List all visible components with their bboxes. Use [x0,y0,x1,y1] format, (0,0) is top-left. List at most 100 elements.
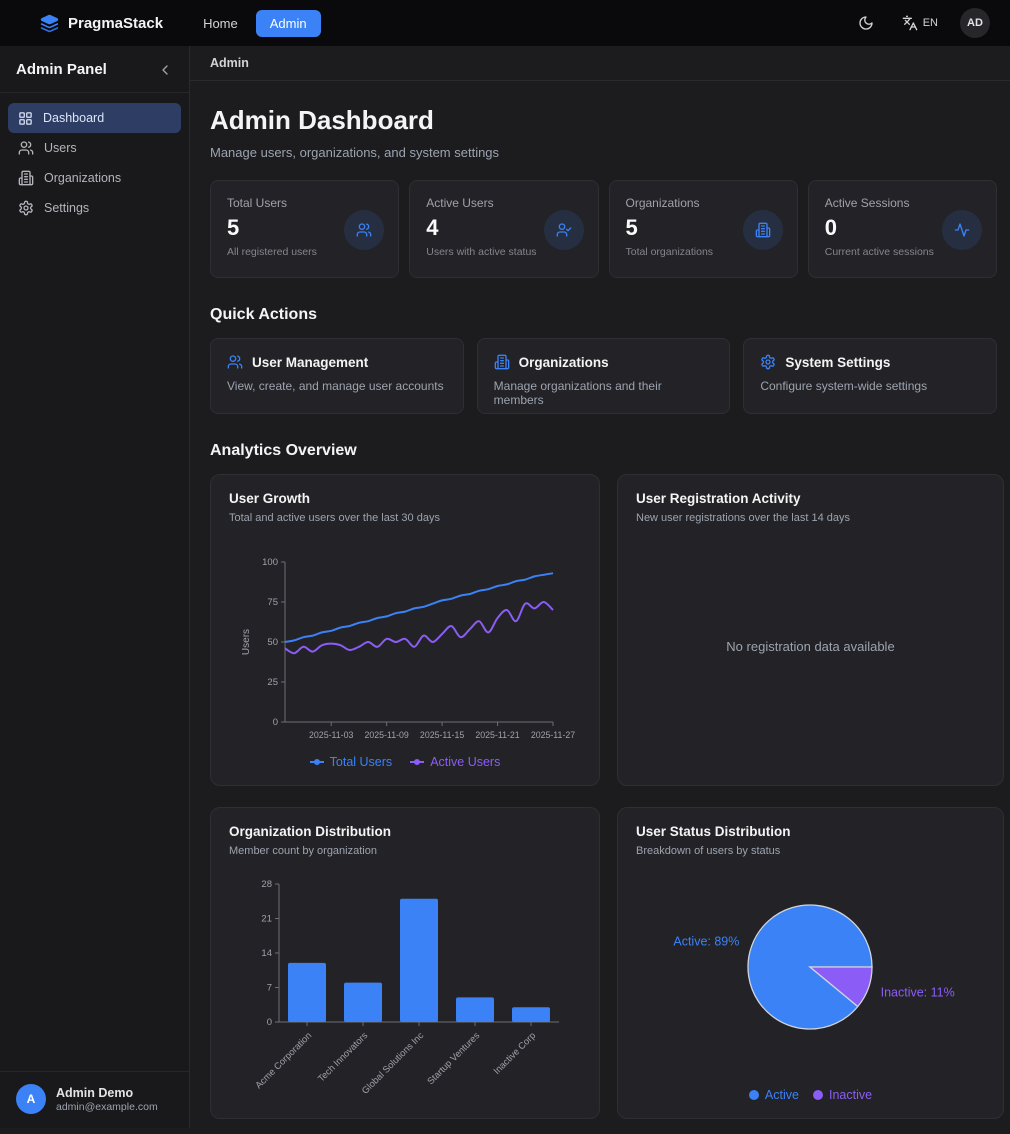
quick-action-title: Organizations [518,354,609,370]
stat-value: 5 [625,215,638,240]
quick-action-organizations[interactable]: Organizations Manage organizations and t… [476,338,731,414]
breadcrumb[interactable]: Admin [210,56,249,70]
sidebar-user-email: admin@example.com [56,1101,158,1114]
quick-action-description: Configure system-wide settings [760,379,928,393]
svg-text:75: 75 [267,597,278,608]
legend-item: Active Users [410,755,500,769]
brand-name: PragmaStack [68,14,164,32]
quick-action-description: View, create, and manage user accounts [227,379,444,393]
users-icon [18,140,34,156]
language-code: EN [922,17,938,29]
svg-text:Tech Innovators: Tech Innovators [315,1030,369,1084]
sidebar-item-label: Settings [44,201,90,215]
user-status-card: User Status Distribution Breakdown of us… [617,807,1004,1119]
user-growth-card: User Growth Total and active users over … [210,474,600,786]
chart-title: User Registration Activity [636,491,801,506]
sidebar-item-organizations[interactable]: Organizations [8,163,181,193]
svg-text:Active: 89%: Active: 89% [673,935,739,949]
legend-item: Total Users [309,755,392,769]
quick-actions-row: User Management View, create, and manage… [210,338,997,414]
quick-action-system-settings[interactable]: System Settings Configure system-wide se… [743,338,997,414]
quick-action-description: Manage organizations and their members [493,379,662,407]
sidebar-user-avatar: A [16,1084,46,1114]
user-growth-legend: Total Users Active Users [309,755,500,769]
chart-title: User Status Distribution [636,824,791,839]
navbar-actions: EN AD [852,8,990,38]
top-navbar: PragmaStack Home Admin EN AD [0,0,1010,46]
svg-text:25: 25 [267,677,278,688]
chart-subtitle: Total and active users over the last 30 … [229,512,440,524]
chart-subtitle: Member count by organization [229,845,377,857]
svg-text:Acme Corporation: Acme Corporation [253,1030,313,1090]
svg-text:Global Solutions Inc: Global Solutions Inc [359,1030,425,1096]
nav-links: Home Admin [195,9,321,37]
main-content: Admin Admin Dashboard Manage users, orga… [190,46,1010,1128]
stat-label: Active Sessions [824,196,910,210]
users-icon [227,354,243,370]
analytics-heading: Analytics Overview [210,442,357,459]
legend-item: Active [748,1088,799,1102]
sidebar-collapse-button[interactable] [157,62,173,78]
users-icon [344,210,385,250]
building-icon [742,210,783,250]
svg-text:2025-11-03: 2025-11-03 [309,730,353,740]
svg-text:2025-11-21: 2025-11-21 [475,730,519,740]
svg-text:Users: Users [241,629,252,655]
svg-text:2025-11-27: 2025-11-27 [531,730,575,740]
svg-text:21: 21 [261,914,272,925]
charts-grid: User Growth Total and active users over … [210,474,1004,1134]
gear-icon [18,200,34,216]
sidebar-item-label: Organizations [44,171,122,185]
legend-item: Inactive [812,1088,872,1102]
sidebar-item-dashboard[interactable]: Dashboard [8,103,181,133]
moon-icon [858,15,874,31]
languages-icon [902,15,918,31]
user-growth-chart: 0 25 50 75 100 Users 2025-11-03 2025-11-09 2025-… [229,556,581,742]
quick-action-title: System Settings [785,354,891,370]
svg-text:14: 14 [261,948,272,959]
quick-action-title: User Management [252,354,369,370]
building-icon [18,170,34,186]
svg-text:100: 100 [262,557,278,568]
stat-card-active-users: Active Users 4 Users with active status [409,180,599,278]
stat-label: Organizations [625,196,700,210]
stat-value: 5 [227,215,240,240]
svg-text:0: 0 [273,717,278,728]
sidebar-nav: Dashboard Users Organizations Settings [0,93,189,233]
sidebar-user: A Admin Demo admin@example.com [0,1071,189,1128]
quick-actions-heading: Quick Actions [210,306,317,323]
brand[interactable]: PragmaStack [40,14,163,33]
page-subtitle: Manage users, organizations, and system … [210,145,500,160]
activity-icon [942,210,982,250]
empty-state-text: No registration data available [726,639,895,654]
user-status-legend: Active Inactive [748,1088,872,1102]
svg-text:50: 50 [267,637,278,648]
stat-card-active-sessions: Active Sessions 0 Current active session… [807,180,997,278]
nav-link-admin[interactable]: Admin [255,9,321,37]
chart-subtitle: New user registrations over the last 14 … [636,512,850,524]
quick-action-user-management[interactable]: User Management View, create, and manage… [210,338,464,414]
stats-row: Total Users 5 All registered users Activ… [210,180,997,278]
nav-link-home[interactable]: Home [203,15,238,31]
svg-text:Inactive Corp: Inactive Corp [491,1030,537,1076]
svg-text:7: 7 [266,983,271,994]
stat-value: 0 [824,215,837,240]
sidebar-item-label: Dashboard [43,111,105,125]
language-button[interactable]: EN [896,14,944,32]
theme-toggle-button[interactable] [852,14,880,32]
chevron-left-icon [157,62,173,78]
user-avatar[interactable]: AD [960,8,990,38]
svg-text:Startup Ventures: Startup Ventures [425,1030,481,1086]
stat-label: Total Users [227,196,288,210]
grid-icon [18,111,33,126]
sidebar-title: Admin Panel [16,61,107,78]
svg-text:2025-11-15: 2025-11-15 [420,730,464,740]
sidebar-item-label: Users [44,141,77,155]
sidebar-item-users[interactable]: Users [8,133,181,163]
sidebar-item-settings[interactable]: Settings [8,193,181,223]
sidebar: Admin Panel Dashboard Users Organization… [0,46,190,1128]
registration-activity-card: User Registration Activity New user regi… [617,474,1004,786]
stat-description: Total organizations [625,246,714,258]
stat-card-total-users: Total Users 5 All registered users [210,180,400,278]
svg-text:Inactive: 11%: Inactive: 11% [881,985,955,999]
